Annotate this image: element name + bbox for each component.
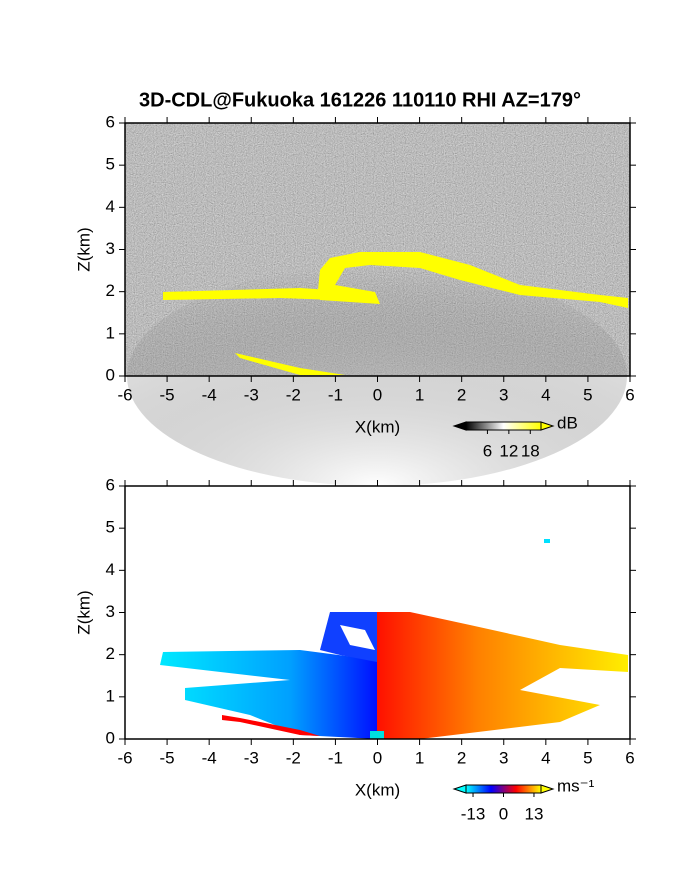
y-tick-label: 3: [106, 239, 115, 258]
colorbar-label: dB: [557, 413, 578, 432]
x-tick-label: 1: [415, 385, 424, 404]
y-tick-label: 6: [106, 112, 115, 131]
colorbar-tick-label: 18: [521, 441, 540, 460]
colorbar: [465, 421, 542, 431]
x-tick-label: -5: [160, 748, 175, 767]
x-axis-label: X(km): [355, 417, 400, 436]
x-tick-label: 4: [541, 385, 550, 404]
x-tick-label: 0: [373, 748, 382, 767]
y-tick-label: 6: [106, 475, 115, 494]
x-tick-label: 4: [541, 748, 550, 767]
y-tick-label: 4: [106, 560, 115, 579]
x-tick-label: -3: [244, 385, 259, 404]
colorbar-tick-label: 6: [483, 441, 492, 460]
colorbar-tick-label: 12: [499, 441, 518, 460]
colorbar-tick-label: 13: [525, 804, 544, 823]
y-tick-label: 1: [106, 686, 115, 705]
y-tick-label: 0: [106, 728, 115, 747]
y-tick-label: 2: [106, 281, 115, 300]
x-tick-label: -4: [202, 385, 217, 404]
y-axis-label: Z(km): [74, 227, 93, 271]
x-tick-label: 5: [583, 748, 592, 767]
colorbar-label: ms⁻¹: [557, 776, 595, 795]
x-tick-label: 3: [499, 385, 508, 404]
y-tick-label: 0: [106, 365, 115, 384]
y-tick-label: 4: [106, 197, 115, 216]
chart-title: 3D-CDL@Fukuoka 161226 110110 RHI AZ=179°: [139, 89, 581, 111]
x-tick-label: 2: [457, 385, 466, 404]
y-tick-label: 5: [106, 518, 115, 537]
colorbar-low: [452, 784, 467, 794]
colorbar-tick-label: 0: [499, 804, 508, 823]
x-tick-label: 1: [415, 748, 424, 767]
x-tick-label: -3: [244, 748, 259, 767]
x-tick-label: 0: [373, 385, 382, 404]
x-tick-label: 5: [583, 385, 592, 404]
x-tick-label: -5: [160, 385, 175, 404]
y-tick-label: 3: [106, 602, 115, 621]
x-tick-label: -1: [328, 748, 343, 767]
y-tick-label: 5: [106, 155, 115, 174]
x-tick-label: 6: [625, 385, 634, 404]
x-tick-label: -4: [202, 748, 217, 767]
x-tick-label: -1: [328, 385, 343, 404]
colorbar-tick-label: -13: [461, 804, 486, 823]
x-tick-label: 2: [457, 748, 466, 767]
colorbar: [465, 784, 542, 794]
y-tick-label: 2: [106, 644, 115, 663]
colorbar-high: [540, 784, 555, 794]
x-tick-label: -2: [286, 385, 301, 404]
x-tick-label: -6: [117, 748, 132, 767]
x-tick-label: 3: [499, 748, 508, 767]
velocity-field: [160, 539, 628, 739]
x-tick-label: -2: [286, 748, 301, 767]
y-axis-label: Z(km): [74, 590, 93, 634]
x-tick-label: -6: [117, 385, 132, 404]
x-tick-label: 6: [625, 748, 634, 767]
x-axis-label: X(km): [355, 780, 400, 799]
y-tick-label: 1: [106, 323, 115, 342]
